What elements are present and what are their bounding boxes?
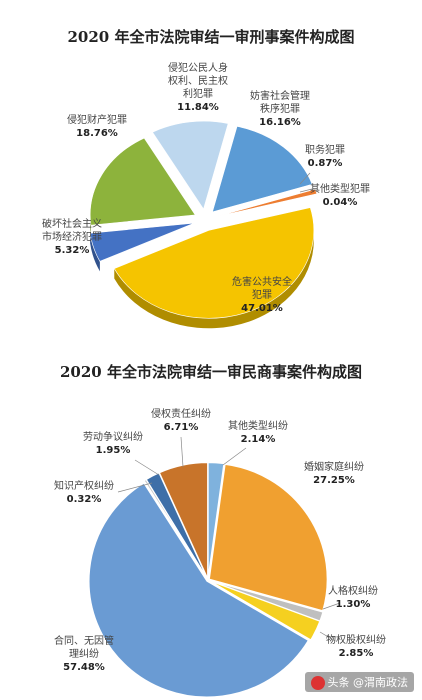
pie2-slice-1 <box>208 463 328 612</box>
pie2-slice-value-4: 57.48% <box>63 662 105 673</box>
pie2-leader-line-2 <box>322 602 341 610</box>
pie2-slice-label-4-line-1: 理纠纷 <box>69 647 99 660</box>
pie1-slice-4 <box>212 126 313 213</box>
pie2-slice-label-3-line-0: 物权股权纠纷 <box>326 633 386 646</box>
pie2-leader-line-3 <box>319 631 336 642</box>
pie1-slice-value-1: 5.32% <box>55 245 90 256</box>
watermark-logo-icon <box>310 676 325 690</box>
pie1-slice-value-0: 47.01% <box>241 303 283 314</box>
pie2-slice-value-5: 0.32% <box>67 494 102 505</box>
pie1-slice-label-1-line-0: 破坏社会主义 <box>42 217 102 230</box>
pie2-slice-label-5-line-0: 知识产权纠纷 <box>54 479 114 492</box>
pie1-slice-value-3: 11.84% <box>177 102 219 113</box>
pie2-slice-value-0: 2.14% <box>241 434 276 445</box>
pie1-leader-line-6 <box>299 188 313 193</box>
pie2-slice-label-7-line-0: 侵权责任纠纷 <box>151 407 211 420</box>
pie1-slice-5 <box>215 188 318 218</box>
pie1-slice-label-1-line-1: 市场经济犯罪 <box>42 230 102 243</box>
pie1-slice-value-6: 0.04% <box>323 197 358 208</box>
pie2-slice-label-1-line-0: 婚姻家庭纠纷 <box>304 460 364 473</box>
pie2-slice-value-1: 27.25% <box>313 475 355 486</box>
pie2-leader-line-7 <box>180 436 184 468</box>
pie1-slice-1 <box>89 222 195 262</box>
watermark: 头条 @渭南政法 <box>304 672 414 692</box>
watermark-text: 头条 @渭南政法 <box>327 676 409 689</box>
pie1-slice-label-3-line-1: 权利、民主权 <box>168 74 228 87</box>
pie1-slice-value-2: 18.76% <box>76 128 118 139</box>
pie2-slice-value-7: 6.71% <box>164 422 199 433</box>
pie1-slice-side-1 <box>90 233 100 272</box>
pie1-slice-0 <box>113 207 315 319</box>
pie1-leader-line-5 <box>299 172 311 185</box>
pie2-leader-line-5 <box>117 482 153 493</box>
pie1-slice-label-4-line-0: 妨害社会管理 <box>250 89 310 102</box>
pie1-slice-label-6-line-0: 其他类型犯罪 <box>310 182 370 195</box>
pie1-slice-value-5: 0.87% <box>308 158 343 169</box>
civil-cases-pie-chart: 其他类型纠纷 2.14% 婚姻家庭纠纷 27.25% 人格权纠纷 1.30% 物权股权纠纷 2… <box>54 407 386 698</box>
pie2-slice-4 <box>88 482 310 698</box>
pie1-slice-label-3-line-0: 侵犯公民人身 <box>168 61 228 74</box>
pie1-slice-label-4-line-1: 秩序犯罪 <box>260 102 300 115</box>
pie1-slice-2 <box>89 137 196 226</box>
pie2-slice-label-2-line-0: 人格权纠纷 <box>328 584 378 597</box>
pie1-slice-value-4: 16.16% <box>259 117 301 128</box>
pie2-leader-line-6 <box>134 459 160 476</box>
chart-title-civil: 2020 年全市法院审结一审民商事案件构成图 <box>60 363 362 381</box>
pie1-slice-label-0-line-0: 危害公共安全 <box>232 275 292 288</box>
pie1-slice-label-0-line-1: 犯罪 <box>252 289 272 301</box>
pie1-slice-label-5-line-0: 职务犯罪 <box>305 143 345 156</box>
pie2-leader-line-0 <box>222 447 247 466</box>
pie1-slice-6 <box>215 193 318 218</box>
chart-title-criminal: 2020 年全市法院审结一审刑事案件构成图 <box>67 28 355 46</box>
pie2-slice-label-0-line-0: 其他类型纠纷 <box>228 419 288 432</box>
pie2-slice-3 <box>209 580 321 641</box>
pie2-slice-value-2: 1.30% <box>336 599 371 610</box>
pie2-slice-label-6-line-0: 劳动争议纠纷 <box>83 430 143 443</box>
pie1-slice-3 <box>152 120 229 210</box>
pie1-slice-side-2 <box>90 214 91 236</box>
pie2-slice-label-4-line-0: 合同、无因管 <box>54 634 114 647</box>
pie2-slice-value-6: 1.95% <box>96 445 131 456</box>
pie1-slice-label-3-line-2: 利犯罪 <box>183 88 213 100</box>
pie1-slice-label-2-line-0: 侵犯财产犯罪 <box>67 113 127 126</box>
pie2-slice-value-3: 2.85% <box>339 648 374 659</box>
